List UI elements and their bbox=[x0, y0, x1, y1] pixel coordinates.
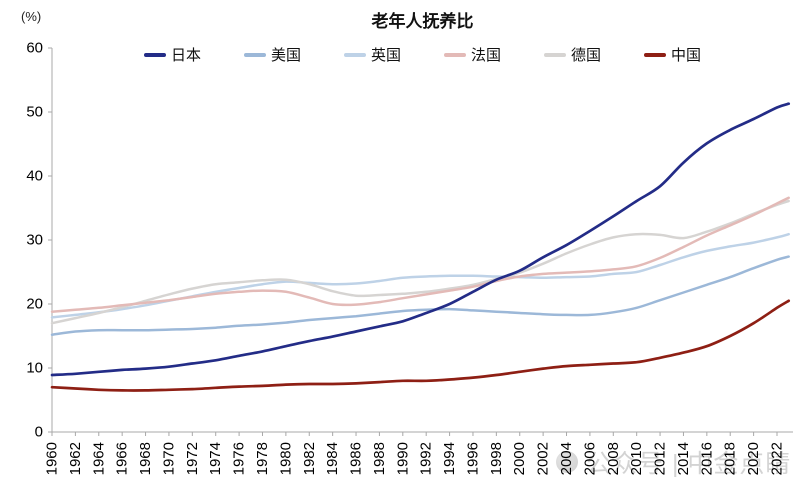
x-tick-label: 1968 bbox=[137, 442, 154, 475]
x-tick-label: 1960 bbox=[44, 442, 61, 475]
legend-swatch-icon bbox=[143, 53, 166, 57]
x-tick-label: 1994 bbox=[441, 442, 458, 475]
x-tick-label: 2018 bbox=[722, 442, 739, 475]
x-tick-label: 2012 bbox=[652, 442, 669, 475]
y-tick-label: 10 bbox=[26, 360, 43, 377]
legend-item-中国: 中国 bbox=[644, 48, 701, 63]
x-tick-label: 1982 bbox=[301, 442, 318, 475]
legend-swatch-icon bbox=[444, 53, 466, 57]
legend-label: 法国 bbox=[471, 46, 502, 64]
legend-label: 美国 bbox=[270, 46, 301, 64]
legend-item-英国: 英国 bbox=[343, 46, 401, 64]
legend-item-美国: 美国 bbox=[243, 46, 301, 64]
x-tick-label: 1992 bbox=[418, 442, 435, 475]
legend-label: 中国 bbox=[671, 46, 702, 64]
legend-item-日本: 日本 bbox=[143, 46, 201, 64]
x-tick-label: 2002 bbox=[535, 442, 552, 475]
y-tick-label: 0 bbox=[35, 424, 43, 441]
x-tick-label: 1972 bbox=[184, 442, 201, 475]
series-line-日本 bbox=[50, 102, 791, 377]
x-tick-label: 2016 bbox=[698, 442, 715, 475]
x-tick-label: 1978 bbox=[254, 442, 271, 475]
y-tick-label: 20 bbox=[26, 296, 43, 313]
legend-label: 英国 bbox=[370, 46, 401, 64]
y-tick-label: 60 bbox=[26, 40, 43, 57]
legend-swatch-icon bbox=[243, 53, 266, 57]
x-tick-label: 1962 bbox=[67, 442, 84, 475]
x-tick-label: 1998 bbox=[488, 442, 505, 475]
series-line-英国 bbox=[50, 232, 790, 319]
y-tick-label: 40 bbox=[26, 168, 43, 185]
x-tick-label: 2006 bbox=[581, 442, 598, 475]
legend-item-德国: 德国 bbox=[544, 48, 601, 63]
x-tick-label: 1986 bbox=[348, 442, 365, 475]
x-tick-label: 1980 bbox=[277, 442, 294, 475]
x-tick-label: 2020 bbox=[745, 442, 762, 475]
x-tick-label: 2022 bbox=[769, 442, 786, 475]
x-tick-label: 1996 bbox=[464, 442, 481, 475]
x-tick-label: 1970 bbox=[160, 442, 177, 475]
y-tick-label: 50 bbox=[26, 104, 43, 121]
watermark-logo-icon bbox=[556, 451, 578, 473]
chart-title: 老年人抚养比 bbox=[371, 12, 474, 31]
y-tick-label: 30 bbox=[26, 232, 43, 249]
legend-swatch-icon bbox=[544, 53, 567, 57]
legend-label: 德国 bbox=[571, 46, 602, 64]
series-line-德国 bbox=[50, 199, 790, 325]
y-axis-unit-label: (%) bbox=[21, 9, 42, 24]
x-tick-label: 2004 bbox=[558, 442, 575, 475]
x-tick-label: 1976 bbox=[231, 442, 248, 475]
watermark-text: 公众号 | 中金点睛 bbox=[586, 450, 792, 478]
watermark: 公众号 | 中金点睛 bbox=[556, 444, 791, 480]
x-tick-label: 2000 bbox=[511, 442, 528, 475]
legend-label: 日本 bbox=[170, 46, 201, 64]
legend-swatch-icon bbox=[343, 53, 366, 57]
x-tick-label: 1984 bbox=[324, 442, 341, 475]
series-line-美国 bbox=[50, 255, 790, 336]
series-line-法国 bbox=[50, 196, 790, 313]
legend: 日本 美国 英国 法国 德国 中国 bbox=[52, 45, 793, 65]
x-tick-label: 1990 bbox=[394, 442, 411, 475]
x-tick-label: 1966 bbox=[114, 442, 131, 475]
x-tick-label: 2010 bbox=[628, 442, 645, 475]
x-tick-label: 2008 bbox=[605, 442, 622, 475]
x-tick-label: 1974 bbox=[207, 442, 224, 475]
x-tick-label: 1988 bbox=[371, 442, 388, 475]
x-tick-label: 1964 bbox=[90, 442, 107, 475]
series-line-中国 bbox=[50, 299, 791, 392]
legend-swatch-icon bbox=[644, 53, 667, 57]
x-tick-label: 2014 bbox=[675, 442, 692, 475]
legend-item-法国: 法国 bbox=[444, 48, 501, 63]
